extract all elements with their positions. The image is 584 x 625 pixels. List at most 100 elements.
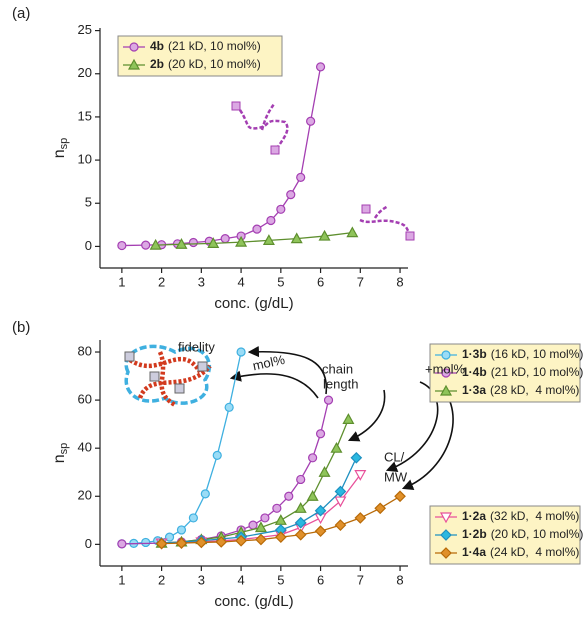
series-line [161,474,361,544]
panel-label: (a) [12,5,30,22]
x-tick-label: 7 [357,274,364,289]
marker [254,521,267,533]
x-axis-label: conc. (g/dL) [214,593,293,610]
marker [276,204,286,214]
legend-name: 1·3b [462,347,487,361]
marker [266,215,276,226]
annotation: MW [384,469,408,484]
marker [315,429,326,439]
x-tick-label: 1 [118,274,125,289]
marker [323,395,334,405]
marker [141,240,151,250]
series-line [155,231,353,246]
annotation: +mol% [425,361,466,376]
legend-name: 1·3a [462,383,486,397]
marker [274,531,287,543]
marker [176,525,187,535]
series-line [161,457,357,544]
series-line [121,351,242,545]
marker [286,190,296,200]
marker [314,504,327,517]
y-axis-label: nsp [51,138,70,159]
marker [252,224,262,234]
x-tick-label: 8 [396,274,403,289]
x-tick-label: 3 [198,572,205,587]
marker [155,537,168,550]
marker [215,536,228,548]
marker [441,368,451,378]
marker [306,490,319,501]
marker [188,513,198,523]
y-axis-label-main: n [51,454,68,463]
marker [394,490,406,503]
marker [117,539,127,549]
marker [441,350,451,360]
annotation: mol% [251,352,286,374]
marker [235,534,247,547]
annotation: fidelity [178,339,215,354]
marker [374,502,387,515]
marker [224,402,234,412]
y-tick-label: 5 [85,195,92,210]
marker [141,537,151,548]
marker [440,529,452,541]
legend-detail: (20 kD, 10 mol%) [491,527,584,541]
marker [260,513,270,523]
marker [439,512,453,524]
marker [274,514,287,525]
legend-name: 1·2a [462,509,486,523]
legend-name: 1·4b [462,365,487,379]
marker [350,451,363,464]
marker [342,413,355,424]
legend-name: 4b [150,39,164,53]
marker [220,234,230,244]
y-tick-label: 0 [85,238,92,253]
marker [127,58,141,70]
x-tick-label: 2 [158,274,165,289]
marker [314,525,327,537]
series-line [121,66,322,247]
y-axis-label: nsp [51,443,70,464]
marker [195,536,208,549]
x-tick-label: 6 [317,274,324,289]
marker [235,235,248,247]
marker [346,226,359,238]
y-tick-label: 0 [85,536,92,551]
marker [315,62,326,72]
legend-name: 1·4a [462,545,486,559]
marker [354,512,367,524]
marker [296,474,306,485]
y-tick-label: 40 [78,440,92,455]
marker [175,537,188,550]
marker [318,465,331,477]
marker [149,238,162,250]
marker [440,547,452,559]
marker [188,237,198,248]
x-tick-label: 2 [158,572,165,587]
marker [296,172,306,182]
marker [262,234,275,245]
legend-detail: (16 kD, 10 mol%) [491,347,584,361]
x-axis-label: conc. (g/dL) [214,295,293,312]
y-tick-label: 20 [78,65,92,80]
marker [255,533,267,546]
x-tick-label: 4 [237,572,244,587]
y-axis-label-sub: sp [58,443,70,455]
marker [200,489,210,499]
network-cartoon [124,344,212,407]
y-tick-label: 10 [78,152,92,167]
panel-label: (b) [12,319,30,336]
marker [175,238,188,249]
x-tick-label: 8 [396,572,403,587]
legend-name: 2b [150,57,164,71]
polymer-cartoon [231,101,415,241]
annotation: length [323,376,358,391]
marker [236,347,246,357]
y-tick-label: 15 [78,108,92,123]
marker [439,384,453,396]
marker [164,532,175,542]
legend-detail: (28 kD, 4 mol%) [490,383,579,397]
marker [294,502,307,513]
marker [207,237,220,248]
marker [212,450,222,461]
